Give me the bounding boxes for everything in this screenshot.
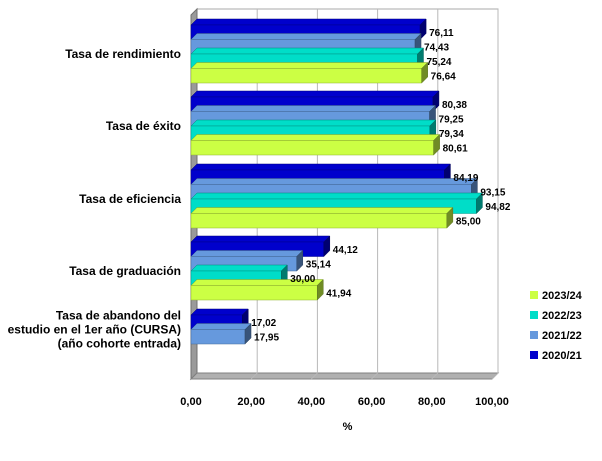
legend-swatch <box>530 351 538 359</box>
gridline-floor <box>250 372 258 380</box>
bar-top <box>190 250 304 257</box>
category-label: (año cohorte entrada) <box>58 337 181 351</box>
floor <box>189 372 500 380</box>
data-label: 80,38 <box>442 100 467 111</box>
data-label: 75,24 <box>426 57 451 68</box>
bar-side <box>316 278 324 301</box>
data-label: 17,95 <box>254 332 279 343</box>
bar-top <box>190 323 252 330</box>
legend-swatch <box>530 311 538 319</box>
x-tick-label: 40,00 <box>298 396 326 408</box>
bar-top <box>190 119 437 127</box>
legend-label: 2022/23 <box>542 310 582 322</box>
bar-side <box>433 133 440 156</box>
bar-top <box>190 90 440 98</box>
bar-top <box>190 47 425 55</box>
data-label: 17,02 <box>251 318 276 329</box>
data-label: 94,82 <box>485 202 510 213</box>
gridline-floor <box>311 372 318 380</box>
bar-side <box>244 322 252 345</box>
bar-side <box>476 192 483 215</box>
category-label: Tasa de eficiencia <box>79 192 181 206</box>
category-label: Tasa de éxito <box>106 119 181 133</box>
data-label: 80,61 <box>443 143 468 154</box>
x-tick-label: 100,00 <box>475 396 509 408</box>
bar-top <box>190 134 441 141</box>
bar-top <box>190 308 249 316</box>
x-tick-label: 80,00 <box>418 396 446 408</box>
gridline-floor <box>431 372 439 380</box>
bar-side <box>323 235 331 258</box>
data-label: 84,19 <box>453 173 478 184</box>
data-label: 41,94 <box>326 288 351 299</box>
data-label: 79,34 <box>439 129 464 140</box>
bar <box>190 213 448 229</box>
data-label: 35,14 <box>306 259 331 270</box>
bar-top <box>190 192 484 200</box>
bar-side <box>296 249 304 272</box>
data-label: 30,00 <box>290 274 315 285</box>
bar-top <box>190 264 288 272</box>
legend-label: 2020/21 <box>542 350 582 362</box>
x-tick-label: 20,00 <box>237 396 265 408</box>
gridline-floor <box>371 372 378 380</box>
bar <box>190 68 422 84</box>
bar-top <box>190 163 452 171</box>
bar <box>190 285 318 301</box>
legend-swatch <box>530 331 538 339</box>
data-label: 76,11 <box>429 28 454 39</box>
data-label: 79,25 <box>439 114 464 125</box>
bar-top <box>190 235 331 243</box>
legend-label: 2023/24 <box>542 290 583 302</box>
bar-top <box>190 178 478 185</box>
bar-top <box>190 18 427 26</box>
bar-top <box>190 33 422 40</box>
bar-side <box>446 206 454 229</box>
category-label: Tasa de abandono del <box>56 309 181 323</box>
category-label: Tasa de graduación <box>69 264 181 278</box>
data-label: 85,00 <box>456 216 481 227</box>
category-label: Tasa de rendimiento <box>65 47 181 61</box>
bar <box>190 140 434 156</box>
category-label: estudio en el 1er año (CURSA) <box>8 323 181 337</box>
bar-side <box>421 61 428 84</box>
bar-top <box>190 207 454 214</box>
data-label: 76,64 <box>431 71 456 82</box>
x-tick-label: 60,00 <box>358 396 386 408</box>
legend-label: 2021/22 <box>542 330 582 342</box>
bar <box>190 329 246 345</box>
bar-top <box>190 105 437 112</box>
gridline-floor <box>491 372 499 380</box>
data-label: 74,43 <box>424 42 449 53</box>
x-tick-label: 0,00 <box>180 396 201 408</box>
data-label: 44,12 <box>333 245 358 256</box>
data-label: 93,15 <box>480 187 505 198</box>
legend-swatch <box>530 291 538 299</box>
x-axis-label: % <box>343 421 353 433</box>
bar-top <box>190 62 429 69</box>
